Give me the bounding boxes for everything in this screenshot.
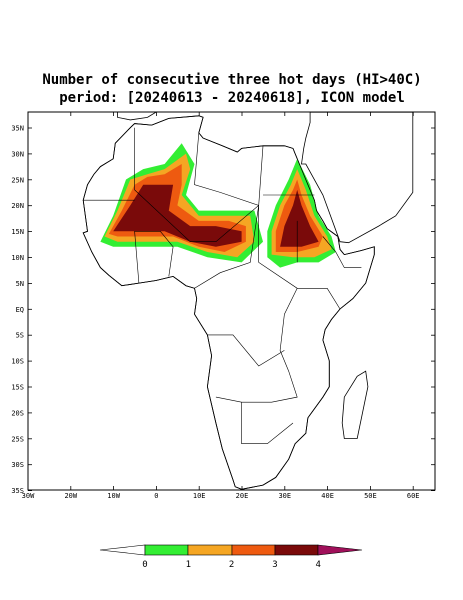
lat-label: 30N <box>11 150 24 158</box>
lat-label: 25N <box>11 176 24 184</box>
lon-label: 20E <box>236 492 249 500</box>
title-line1: Number of consecutive three hot days (HI… <box>42 72 421 88</box>
lon-label: 0 <box>154 492 158 500</box>
colorbar-label: 4 <box>315 560 320 570</box>
country-border <box>134 127 264 242</box>
lon-label: 30E <box>278 492 291 500</box>
colorbar-label: 1 <box>186 560 191 570</box>
lon-label: 30W <box>22 492 35 500</box>
lat-label: 15N <box>11 228 24 236</box>
hot-days-area <box>280 189 319 247</box>
lat-label: 20S <box>11 409 24 417</box>
colorbar <box>99 544 363 556</box>
country-border <box>322 236 362 268</box>
country-border <box>215 288 298 403</box>
map-frame <box>27 111 436 491</box>
colorbar-label: 3 <box>272 560 277 570</box>
lon-label: 10E <box>193 492 206 500</box>
country-border <box>134 231 174 284</box>
colorbar-seg <box>144 544 189 556</box>
lat-label: 15S <box>11 384 24 392</box>
lat-label: 5S <box>16 332 24 340</box>
lat-label: 10S <box>11 358 24 366</box>
lat-label: 20N <box>11 202 24 210</box>
lon-label: 20W <box>64 492 77 500</box>
colorbar-seg <box>187 544 233 556</box>
lat-label: EQ <box>16 306 24 314</box>
lon-label: 60E <box>407 492 420 500</box>
lat-label: 10N <box>11 254 24 262</box>
lon-label: 10W <box>107 492 120 500</box>
colorbar-label: 2 <box>229 560 234 570</box>
country-border <box>194 132 259 206</box>
country-border <box>241 402 294 444</box>
colorbar-seg <box>231 544 276 556</box>
lat-label: 30S <box>11 461 24 469</box>
land-arabia <box>301 111 414 244</box>
lon-label: 50E <box>364 492 377 500</box>
lat-label: 5N <box>16 280 24 288</box>
land-madagascar <box>341 370 369 439</box>
land-africa-outline <box>82 115 375 490</box>
country-border <box>207 334 285 367</box>
lat-label: 25S <box>11 435 24 443</box>
title-line2: period: [20240613 - 20240618], ICON mode… <box>59 90 405 106</box>
lon-label: 40E <box>321 492 334 500</box>
map <box>82 111 414 490</box>
country-border <box>194 205 259 289</box>
colorbar-high <box>317 544 363 556</box>
lat-label: 35N <box>11 125 24 133</box>
colorbar-label: 0 <box>142 560 147 570</box>
colorbar-seg <box>274 544 319 556</box>
lat-label: 35S <box>11 487 24 495</box>
